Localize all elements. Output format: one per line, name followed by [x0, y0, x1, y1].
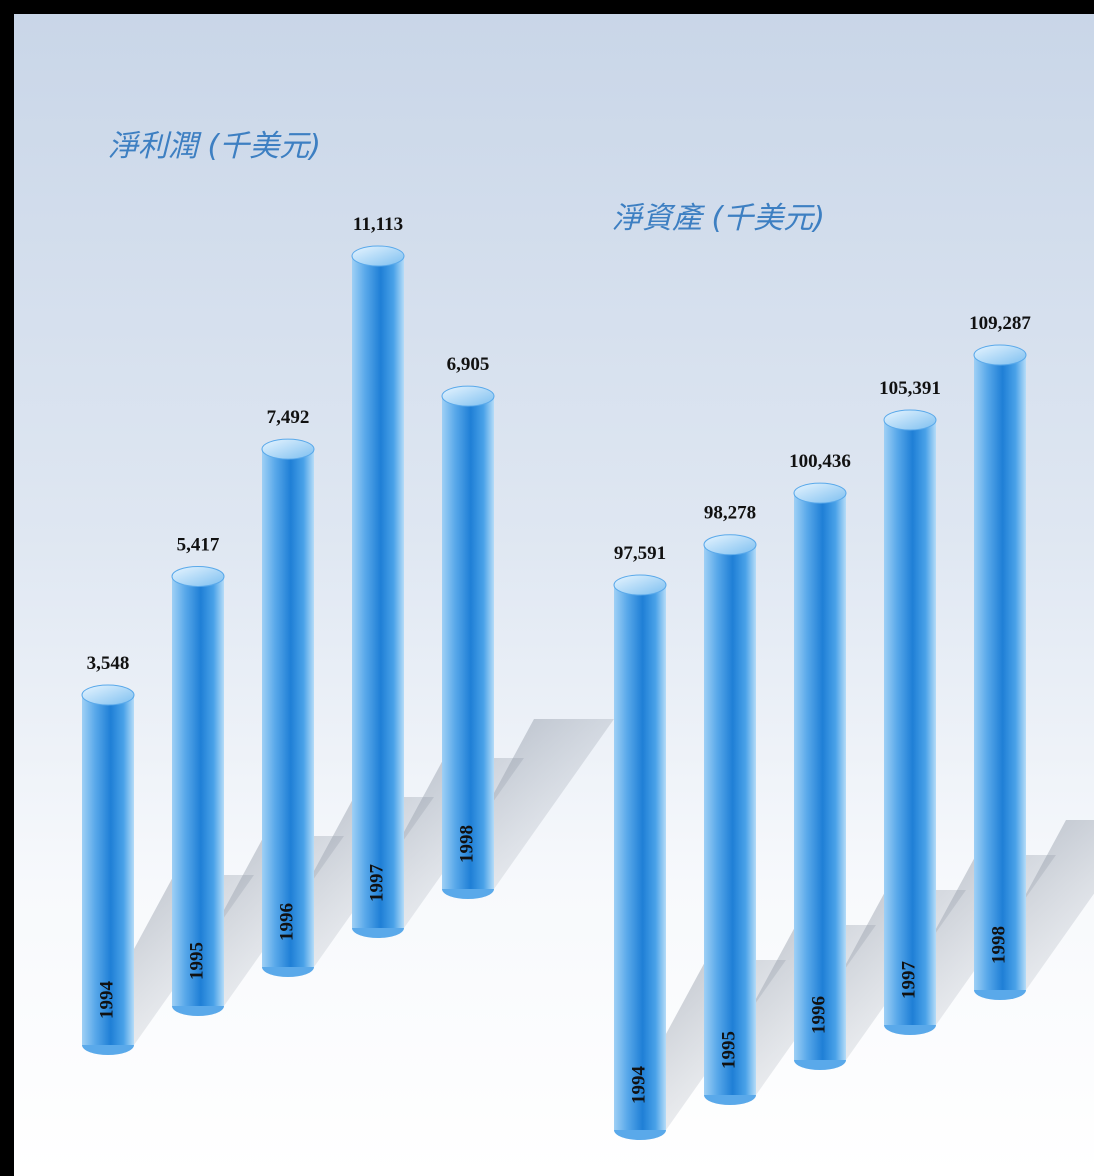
chart-title: 淨資產 (千美元) [612, 201, 825, 236]
bar [614, 585, 666, 1130]
bar [884, 419, 936, 1025]
chart-title: 淨利潤 (千美元) [108, 129, 321, 164]
bar-cap [441, 385, 495, 407]
x-tick-label: 1996 [808, 996, 829, 1034]
x-tick-label: 1994 [628, 1066, 649, 1105]
value-label: 11,113 [353, 214, 403, 235]
bar-cap [261, 438, 315, 460]
value-label: 3,548 [87, 653, 130, 674]
x-tick-label: 1996 [276, 903, 297, 941]
bar-cap [613, 574, 667, 596]
value-label: 98,278 [704, 503, 756, 524]
value-label: 7,492 [267, 407, 310, 428]
value-label: 109,287 [969, 313, 1031, 334]
x-tick-label: 1998 [456, 825, 477, 863]
bar-cap [81, 684, 135, 706]
bar [974, 355, 1026, 990]
bar-cap [351, 245, 405, 267]
x-tick-label: 1995 [718, 1031, 739, 1069]
bar-cap [883, 409, 937, 431]
x-tick-label: 1994 [96, 981, 117, 1020]
value-label: 97,591 [614, 543, 666, 564]
bar [704, 544, 756, 1095]
bar-cap [171, 565, 225, 587]
x-tick-label: 1998 [988, 926, 1009, 964]
value-label: 5,417 [177, 534, 220, 555]
bar [794, 493, 846, 1060]
bar [352, 256, 404, 928]
bar-cap [973, 344, 1027, 366]
value-label: 105,391 [879, 378, 941, 399]
bar [82, 695, 134, 1045]
bar [172, 576, 224, 1006]
bar [442, 396, 494, 889]
x-tick-label: 1995 [186, 942, 207, 980]
bar [262, 449, 314, 967]
x-tick-label: 1997 [366, 864, 387, 903]
x-tick-label: 1997 [898, 961, 919, 1000]
value-label: 100,436 [789, 451, 851, 472]
bar-cap [703, 534, 757, 556]
value-label: 6,905 [447, 354, 490, 375]
bar-cap [793, 482, 847, 504]
